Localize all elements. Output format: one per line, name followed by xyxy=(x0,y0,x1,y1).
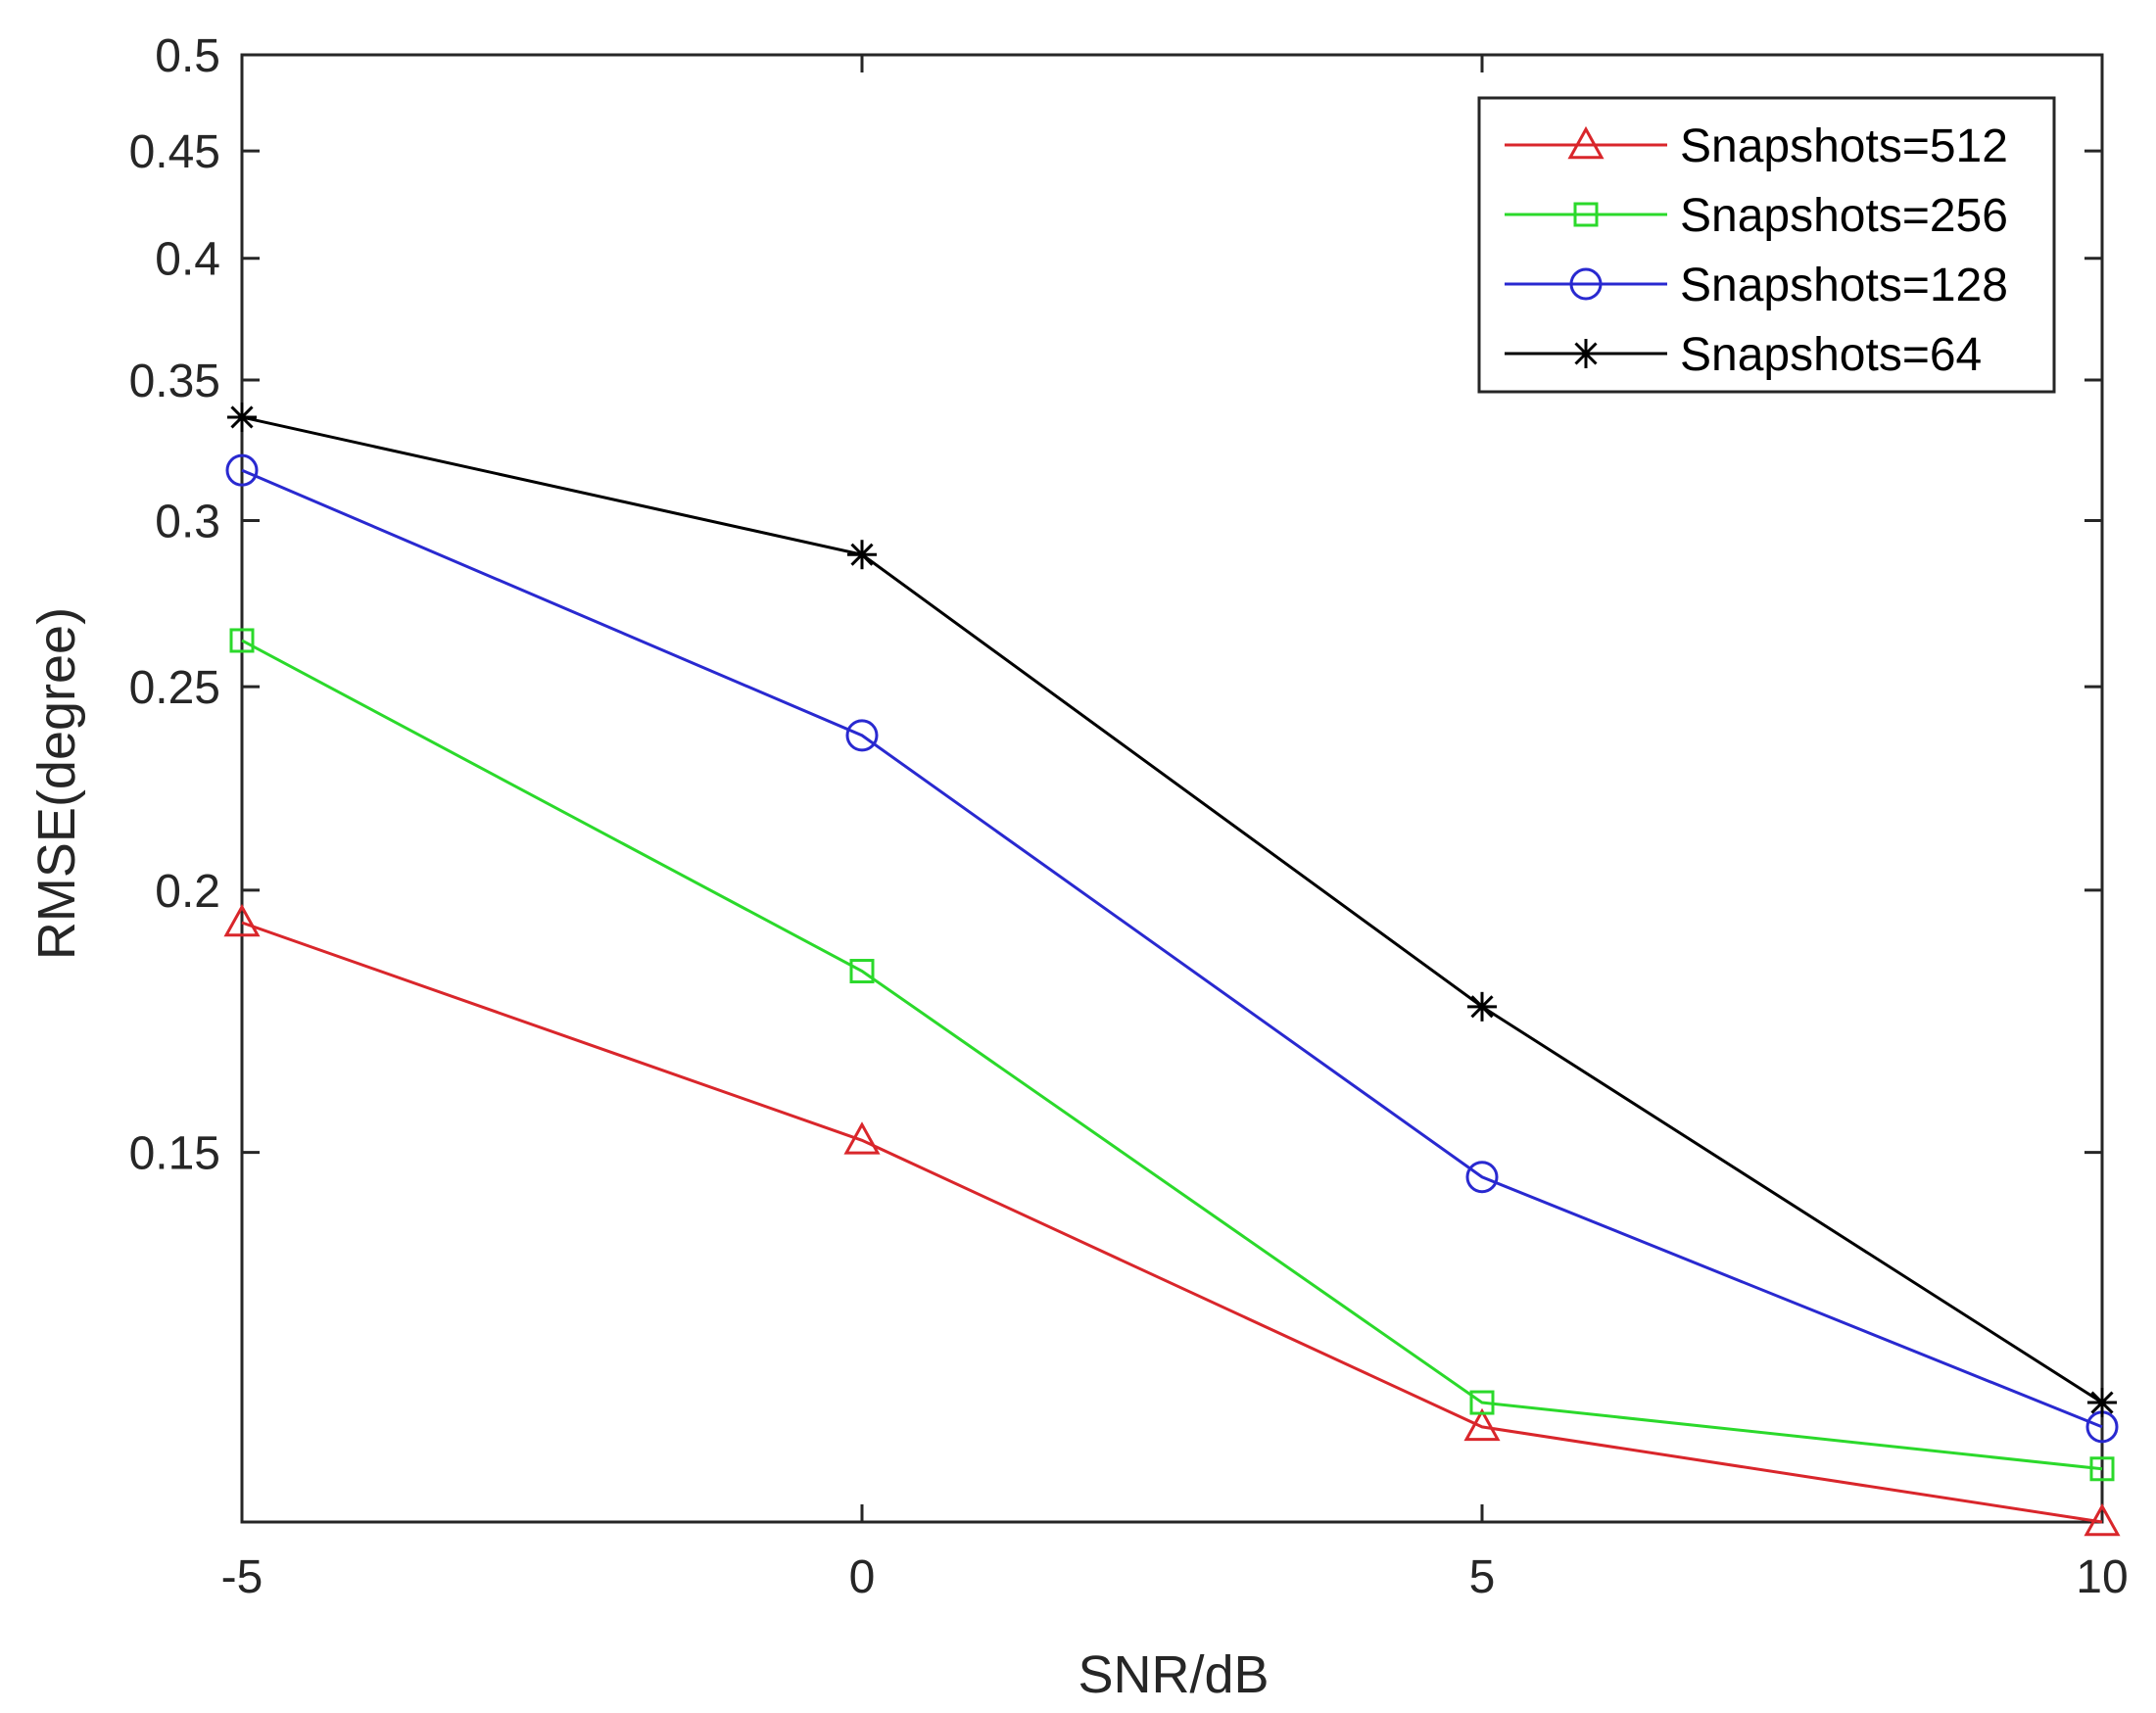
x-tick-label: 5 xyxy=(1469,1551,1496,1603)
data-point-asterisk xyxy=(847,540,877,570)
series-3 xyxy=(227,402,2117,1418)
legend-item: Snapshots=512 xyxy=(1505,120,2008,172)
y-tick-label: 0.2 xyxy=(155,866,220,918)
data-point-square xyxy=(1469,1390,1495,1415)
legend: Snapshots=512 Snapshots=256 Snapshots=128 S… xyxy=(1477,96,2056,394)
data-point-asterisk xyxy=(227,402,257,432)
series-line xyxy=(241,639,2103,1471)
data-point-asterisk xyxy=(1467,991,1497,1022)
y-tick-label: 0.15 xyxy=(129,1128,220,1180)
data-point-square xyxy=(849,959,875,984)
series-0 xyxy=(223,903,2121,1537)
data-point-triangle xyxy=(223,903,261,937)
y-tick-label: 0.5 xyxy=(155,30,220,82)
series-1 xyxy=(229,628,2115,1482)
y-axis-label: RMSE(degree) xyxy=(27,607,86,960)
y-tick-label: 0.35 xyxy=(129,356,220,407)
legend-item: Snapshots=128 xyxy=(1505,260,2008,311)
data-point-triangle xyxy=(843,1121,881,1155)
y-tick-label: 0.25 xyxy=(129,662,220,714)
y-tick-label: 0.3 xyxy=(155,496,220,547)
series-line xyxy=(241,415,2103,1404)
y-tick-label: 0.4 xyxy=(155,234,220,286)
data-point-square xyxy=(2089,1456,2115,1482)
y-tick-label: 0.45 xyxy=(129,126,220,178)
legend-label: Snapshots=64 xyxy=(1680,329,1982,381)
data-point-circle xyxy=(1465,1161,1499,1194)
legend-item: Snapshots=64 xyxy=(1505,329,1982,381)
legend-label: Snapshots=512 xyxy=(1680,120,2008,172)
data-point-asterisk xyxy=(2087,1388,2117,1418)
x-axis: -5 0 5 10 xyxy=(221,55,2129,1603)
x-tick-label: 0 xyxy=(849,1551,876,1603)
legend-marker-square xyxy=(1573,202,1599,227)
legend-marker-circle xyxy=(1569,267,1603,301)
legend-item: Snapshots=256 xyxy=(1505,190,2008,242)
series-2 xyxy=(225,453,2119,1444)
data-point-circle xyxy=(845,719,879,752)
series-line xyxy=(241,921,2103,1524)
data-point-triangle xyxy=(1463,1407,1501,1442)
series-layer xyxy=(223,402,2121,1537)
data-point-square xyxy=(229,628,255,653)
series-line xyxy=(241,468,2103,1429)
x-axis-label: SNR/dB xyxy=(1078,1645,1269,1704)
legend-marker-triangle xyxy=(1567,125,1605,160)
x-tick-label: -5 xyxy=(221,1551,264,1603)
data-point-triangle xyxy=(2084,1502,2121,1537)
y-axis: 0.15 0.2 0.25 0.3 0.35 0.4 0.45 0.5 xyxy=(129,30,2102,1180)
legend-marker-asterisk xyxy=(1571,339,1601,368)
legend-label: Snapshots=256 xyxy=(1680,190,2008,242)
data-point-circle xyxy=(225,453,259,487)
x-tick-label: 10 xyxy=(2076,1551,2128,1603)
legend-label: Snapshots=128 xyxy=(1680,260,2008,311)
